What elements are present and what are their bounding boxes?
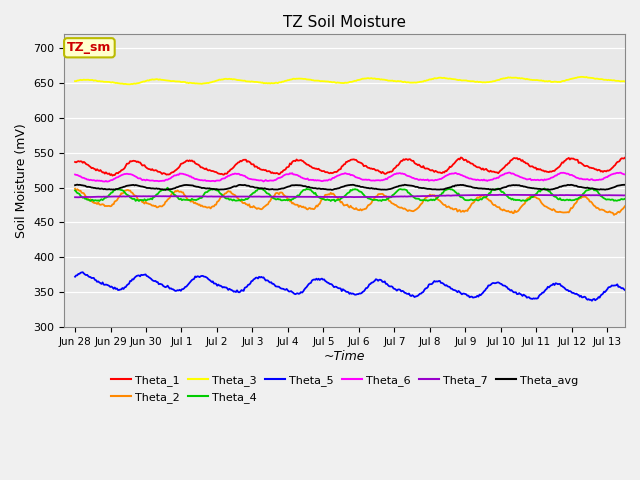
Theta_1 [71, 159, 79, 165]
Theta_4 [164, 185, 172, 191]
Y-axis label: Soil Moisture (mV): Soil Moisture (mV) [15, 123, 28, 238]
Theta_4 [610, 198, 618, 204]
Theta_3 [577, 74, 585, 80]
Theta_6 [333, 173, 341, 179]
Theta_2 [522, 198, 530, 204]
Theta_1 [621, 155, 629, 160]
Theta_4 [621, 196, 629, 202]
Theta_7 [333, 194, 341, 200]
Theta_7 [399, 193, 407, 199]
Theta_avg [401, 182, 408, 188]
Theta_5 [610, 283, 618, 288]
Theta_4 [401, 187, 408, 192]
Theta_2 [399, 205, 406, 211]
Line: Theta_5: Theta_5 [75, 272, 625, 301]
Theta_avg [71, 182, 79, 188]
Theta_5 [621, 287, 629, 293]
Theta_7 [337, 194, 344, 200]
Theta_1 [524, 161, 532, 167]
Theta_4 [524, 197, 532, 203]
Theta_1 [337, 166, 344, 172]
Theta_5 [588, 298, 596, 304]
Theta_avg [335, 185, 342, 191]
Theta_6 [71, 172, 79, 178]
Line: Theta_6: Theta_6 [75, 172, 625, 181]
Theta_6 [610, 171, 618, 177]
Line: Theta_2: Theta_2 [75, 189, 625, 215]
Line: Theta_1: Theta_1 [75, 157, 625, 176]
Theta_3 [610, 77, 618, 83]
Line: Theta_avg: Theta_avg [75, 185, 625, 190]
Theta_2 [610, 212, 618, 218]
Theta_7 [524, 192, 532, 198]
Theta_7 [621, 192, 629, 198]
Line: Theta_4: Theta_4 [75, 188, 625, 202]
Theta_1 [370, 166, 378, 172]
Theta_4 [332, 199, 339, 204]
Theta_3 [126, 82, 134, 87]
Theta_5 [399, 288, 407, 294]
Theta_4 [335, 197, 342, 203]
Theta_avg [328, 187, 335, 193]
Theta_2 [332, 194, 340, 200]
Theta_3 [621, 79, 629, 84]
Title: TZ Soil Moisture: TZ Soil Moisture [284, 15, 406, 30]
Theta_6 [524, 176, 532, 182]
Theta_1 [399, 156, 407, 162]
Theta_3 [399, 79, 407, 85]
Theta_2 [369, 197, 376, 203]
Theta_6 [506, 169, 513, 175]
Theta_6 [370, 178, 378, 183]
Theta_1 [610, 163, 618, 169]
Theta_7 [71, 194, 79, 200]
Theta_7 [74, 194, 82, 200]
Theta_6 [103, 179, 111, 184]
Theta_1 [457, 155, 465, 160]
Theta_6 [399, 171, 407, 177]
Theta_6 [337, 172, 344, 178]
Theta_7 [610, 192, 618, 198]
Theta_avg [74, 182, 81, 188]
Theta_2 [71, 186, 79, 192]
Theta_3 [333, 80, 341, 85]
Theta_4 [71, 188, 79, 193]
Line: Theta_3: Theta_3 [75, 77, 625, 84]
Theta_avg [524, 185, 532, 191]
Theta_7 [370, 194, 378, 200]
Theta_3 [71, 78, 79, 84]
Theta_2 [608, 210, 616, 216]
Theta_5 [370, 279, 378, 285]
Legend: Theta_1, Theta_2, Theta_3, Theta_4, Theta_5, Theta_6, Theta_7, Theta_avg: Theta_1, Theta_2, Theta_3, Theta_4, Thet… [107, 371, 583, 407]
Theta_3 [523, 76, 531, 82]
Theta_5 [333, 285, 341, 290]
Line: Theta_7: Theta_7 [75, 195, 625, 197]
Theta_5 [71, 274, 79, 279]
Theta_5 [337, 286, 344, 291]
Theta_7 [495, 192, 503, 198]
Theta_3 [370, 76, 378, 82]
X-axis label: ~Time: ~Time [324, 349, 365, 362]
Theta_1 [333, 168, 341, 174]
Theta_avg [621, 182, 629, 188]
Theta_5 [523, 295, 531, 300]
Theta_2 [336, 197, 344, 203]
Theta_2 [621, 203, 629, 209]
Theta_1 [109, 173, 116, 179]
Theta_5 [79, 269, 86, 275]
Theta_avg [338, 184, 346, 190]
Theta_6 [621, 171, 629, 177]
Theta_3 [337, 80, 344, 86]
Theta_4 [338, 195, 346, 201]
Theta_4 [371, 197, 379, 203]
Theta_avg [371, 186, 379, 192]
Text: TZ_sm: TZ_sm [67, 41, 111, 54]
Theta_avg [610, 184, 618, 190]
